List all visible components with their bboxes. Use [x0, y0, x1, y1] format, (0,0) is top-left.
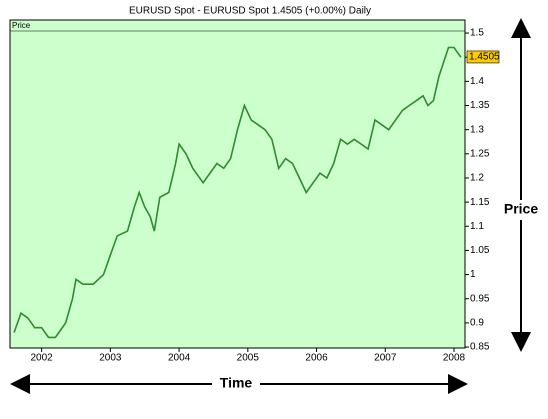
- x-tick-label: 2007: [374, 353, 397, 364]
- y-tick-label: 1.35: [470, 100, 490, 111]
- y-tick-label: 1.2: [470, 173, 484, 184]
- last-value-box: [466, 50, 500, 64]
- x-tick-label: 2003: [99, 353, 122, 364]
- x-annotation: Time: [220, 375, 253, 391]
- x-tick-label: 2004: [168, 353, 191, 364]
- y-tick-label: 0.85: [470, 342, 490, 353]
- price-line: [13, 46, 462, 339]
- x-tick-label: 2005: [237, 353, 260, 364]
- last-value-label: 1.4505: [469, 52, 500, 63]
- y-tick-label: 1.05: [470, 245, 490, 256]
- y-tick-label: 1.15: [470, 197, 490, 208]
- y-tick-label: 1.3: [470, 124, 484, 135]
- y-tick-label: 1.1: [470, 221, 484, 232]
- y-tick-label: 0.95: [470, 293, 490, 304]
- plot-area: [9, 19, 466, 349]
- chart-title: EURUSD Spot - EURUSD Spot 1.4505 (+0.00%…: [129, 6, 371, 17]
- y-tick-label: 1.4: [470, 76, 484, 87]
- x-tick-label: 2008: [443, 353, 466, 364]
- y-annotation-bg: [500, 200, 542, 220]
- legend-label: Price: [12, 21, 31, 30]
- y-tick-label: 1: [470, 269, 476, 280]
- x-tick-label: 2006: [305, 353, 328, 364]
- y-tick-label: 1.25: [470, 148, 490, 159]
- y-annotation: Price: [504, 201, 538, 217]
- y-tick-label: 1.5: [470, 28, 484, 39]
- x-annotation-bg: [212, 374, 260, 394]
- x-tick-label: 2002: [30, 353, 53, 364]
- y-tick-label: 0.9: [470, 318, 484, 329]
